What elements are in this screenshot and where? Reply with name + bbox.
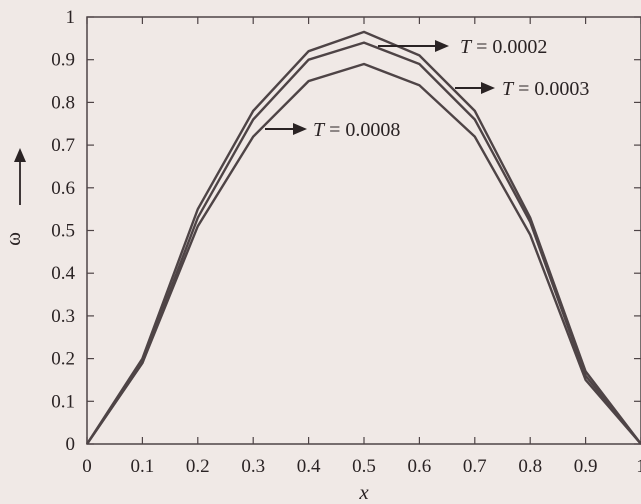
y-axis-label: ω [1, 232, 25, 246]
annotation-variable: T [502, 78, 515, 100]
x-tick-label: 0 [82, 456, 92, 477]
axis-ticks: 0 0.1 0.2 0.3 0.4 0.5 0.6 0.7 0.8 0.9 1 0 0.1 0.2 0.3 0… [51, 7, 641, 477]
annotation-label: T = 0.0002 [460, 36, 547, 58]
x-tick-label: 0.5 [352, 456, 376, 477]
x-tick-label: 0.1 [131, 456, 155, 477]
y-axis-label-group: ω [1, 148, 26, 246]
x-tick-label: 0.4 [297, 456, 321, 477]
annotation-variable: T [313, 119, 326, 141]
y-tick-label: 0.2 [51, 349, 75, 370]
y-tick-label: 0.3 [51, 306, 75, 327]
y-tick-label: 1 [66, 7, 76, 28]
y-tick-label: 0.1 [51, 391, 75, 412]
series-line-1 [86, 41, 641, 445]
x-tick-label: 0.9 [574, 456, 598, 477]
series-lines [85, 30, 641, 445]
y-tick-label: 0.9 [51, 50, 75, 71]
y-tick-label: 0.6 [51, 178, 75, 199]
annotation-value: = 0.0003 [513, 78, 589, 100]
annotation-variable: T [460, 36, 473, 58]
arrow-right-icon [293, 123, 307, 135]
annotation-label: T = 0.0008 [313, 119, 400, 141]
y-tick-label: 0 [66, 434, 76, 455]
y-tick-label: 0.7 [51, 135, 75, 156]
y-tick-label: 0.5 [51, 221, 75, 242]
y-tick-label: 0.8 [51, 92, 75, 113]
arrow-up-icon [14, 148, 26, 162]
x-tick-label: 0.3 [241, 456, 265, 477]
x-tick-label: 0.2 [186, 456, 210, 477]
x-tick-label: 0.6 [408, 456, 432, 477]
annotation-value: = 0.0002 [471, 36, 547, 58]
annotation-label: T = 0.0003 [502, 78, 589, 100]
series-line-0 [85, 30, 641, 445]
arrow-right-icon [481, 82, 495, 94]
x-tick-label: 0.7 [463, 456, 487, 477]
x-tick-label: 1 [636, 456, 641, 477]
annotation-value: = 0.0008 [324, 119, 400, 141]
x-tick-label: 0.8 [518, 456, 542, 477]
x-axis-label: x [358, 480, 369, 504]
series-line-2 [86, 62, 641, 445]
arrow-right-icon [435, 40, 449, 52]
plot-area [86, 16, 641, 445]
y-tick-label: 0.4 [51, 263, 75, 284]
